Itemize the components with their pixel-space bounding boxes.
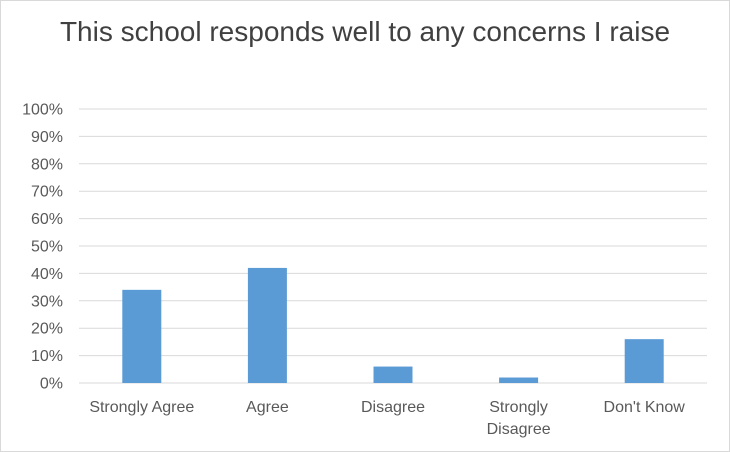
y-tick-label: 90% bbox=[31, 129, 63, 146]
y-tick-label: 0% bbox=[40, 376, 63, 393]
y-tick-label: 20% bbox=[31, 321, 63, 338]
x-tick-label: Don't Know bbox=[604, 399, 686, 416]
bar bbox=[624, 339, 664, 383]
y-tick-label: 60% bbox=[31, 211, 63, 228]
bar bbox=[122, 289, 162, 383]
y-tick-label: 80% bbox=[31, 156, 63, 173]
x-tick-label: Strongly Agree bbox=[89, 399, 194, 416]
y-tick-label: 50% bbox=[31, 239, 63, 256]
y-tick-label: 100% bbox=[22, 102, 63, 119]
y-tick-label: 70% bbox=[31, 184, 63, 201]
bar bbox=[247, 267, 287, 383]
y-tick-label: 30% bbox=[31, 293, 63, 310]
x-tick-label: Strongly bbox=[489, 399, 548, 416]
x-tick-label: Disagree bbox=[361, 399, 425, 416]
y-tick-label: 40% bbox=[31, 266, 63, 283]
y-tick-label: 10% bbox=[31, 348, 63, 365]
x-tick-label: Agree bbox=[246, 399, 289, 416]
bar bbox=[373, 366, 413, 383]
bar bbox=[499, 377, 539, 383]
chart-title: This school responds well to any concern… bbox=[59, 16, 671, 47]
x-tick-label: Disagree bbox=[487, 421, 551, 438]
